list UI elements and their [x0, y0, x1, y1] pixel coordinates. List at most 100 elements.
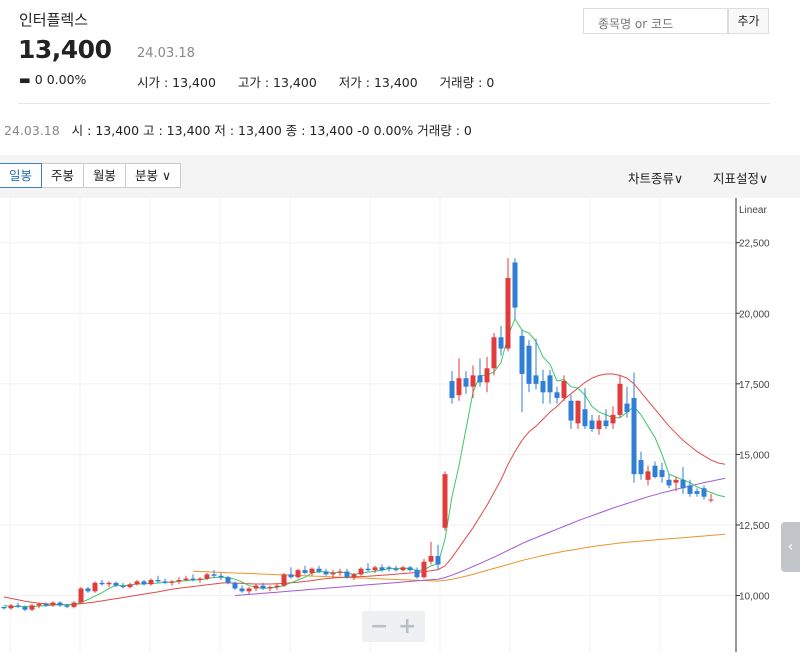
candle-body — [155, 580, 161, 582]
candle — [652, 461, 658, 479]
volume-stat: 거래량 : 0 — [439, 75, 495, 90]
candle — [78, 587, 84, 605]
stock-search-input[interactable] — [583, 8, 728, 34]
tab-daily[interactable]: 일봉 — [0, 163, 43, 188]
candle-body — [547, 375, 553, 393]
tab-weekly[interactable]: 주봉 — [42, 163, 85, 188]
indicator-settings-dropdown[interactable]: 지표설정∨ — [713, 171, 769, 186]
header-divider — [18, 103, 770, 104]
ma120-line — [192, 533, 726, 582]
candle-body — [358, 568, 364, 575]
zoom-out-button[interactable]: − — [370, 614, 389, 639]
tab-monthly[interactable]: 월봉 — [84, 163, 127, 188]
chart-grid — [0, 198, 736, 652]
candle-body — [197, 578, 203, 581]
candle — [134, 580, 140, 586]
candle-body — [638, 460, 644, 475]
candle-body — [561, 381, 567, 398]
candle-body — [127, 584, 133, 588]
candle — [673, 476, 679, 492]
candle — [463, 371, 469, 394]
candle — [358, 567, 364, 576]
candle-body — [43, 604, 49, 606]
candle — [288, 567, 294, 579]
candle — [505, 258, 511, 352]
price-chart[interactable]: Linear 10,000 12,500 15,000 17,500 20,000 22,… — [0, 198, 800, 652]
price-date: 24.03.18 — [137, 46, 195, 61]
candle — [428, 541, 434, 565]
candle — [204, 572, 210, 581]
candle-body — [659, 469, 665, 477]
candle-body — [673, 479, 679, 483]
candle-body — [36, 604, 42, 606]
candle-body — [435, 556, 441, 565]
candle — [246, 587, 252, 595]
candle-body — [99, 582, 105, 585]
candle — [484, 357, 490, 393]
candle — [449, 371, 455, 404]
day-summary-date: 24.03.18 — [4, 123, 60, 138]
candle — [617, 375, 623, 418]
candle — [582, 388, 588, 429]
candle — [225, 575, 231, 585]
candle-body — [92, 582, 98, 592]
candle — [274, 584, 280, 590]
candle — [393, 565, 399, 572]
candle-body — [624, 403, 630, 413]
candle — [253, 584, 259, 592]
chevron-left-icon: ‹ — [787, 539, 794, 555]
candle-body — [50, 602, 56, 606]
candle — [260, 582, 266, 590]
day-summary-text: 시 : 13,400 고 : 13,400 저 : 13,400 종 : 13,… — [71, 123, 472, 138]
price-change: ▬ 0 0.00% — [19, 72, 87, 87]
candle-body — [323, 571, 329, 575]
zoom-in-button[interactable]: + — [398, 614, 417, 639]
candle — [386, 565, 392, 572]
side-panel-toggle[interactable]: ‹ — [781, 522, 800, 572]
add-button[interactable]: 추가 — [728, 8, 769, 34]
candle — [435, 544, 441, 571]
candle — [85, 587, 91, 593]
candle-body — [120, 585, 126, 588]
period-tabs: 일봉 주봉 월봉 분봉 ∨ — [0, 163, 182, 188]
candle-body — [554, 392, 560, 398]
candle-body — [645, 471, 651, 480]
candle-body — [575, 400, 581, 424]
candle — [533, 338, 539, 390]
candle — [295, 568, 301, 579]
day-summary: 24.03.18 시 : 13,400 고 : 13,400 저 : 13,40… — [4, 120, 472, 139]
candle — [421, 558, 427, 579]
candle — [687, 479, 693, 497]
scale-label: Linear — [739, 205, 767, 216]
candle — [491, 333, 497, 376]
candle-body — [183, 578, 189, 581]
candle — [57, 601, 63, 607]
chart-type-dropdown[interactable]: 차트종류∨ — [628, 171, 684, 186]
candle — [379, 564, 385, 572]
candle — [701, 485, 707, 500]
candle-body — [505, 277, 511, 349]
candle-body — [337, 571, 343, 573]
candle-body — [512, 262, 518, 308]
y-tick-label: 15,000 — [739, 450, 770, 461]
candle-body — [225, 577, 231, 583]
candle-body — [239, 588, 245, 592]
candle — [351, 572, 357, 581]
candle-body — [533, 375, 539, 384]
candle — [337, 568, 343, 576]
tab-minute[interactable]: 분봉 ∨ — [126, 163, 182, 188]
candle-body — [176, 580, 182, 582]
candle-body — [281, 574, 287, 586]
price-chart-svg: Linear 10,000 12,500 15,000 17,500 20,000 22,… — [0, 198, 770, 652]
candle — [8, 604, 14, 610]
candle — [148, 578, 154, 586]
candle-body — [169, 581, 175, 583]
candle — [631, 372, 637, 483]
candle-body — [267, 587, 273, 589]
price-stats: 시가 : 13,400 고가 : 13,400 저가 : 13,400 거래량 … — [137, 72, 512, 91]
high-stat: 고가 : 13,400 — [237, 75, 317, 90]
candle — [183, 575, 189, 582]
candle — [71, 601, 77, 609]
ma20-line — [3, 373, 726, 606]
candle — [554, 386, 560, 404]
